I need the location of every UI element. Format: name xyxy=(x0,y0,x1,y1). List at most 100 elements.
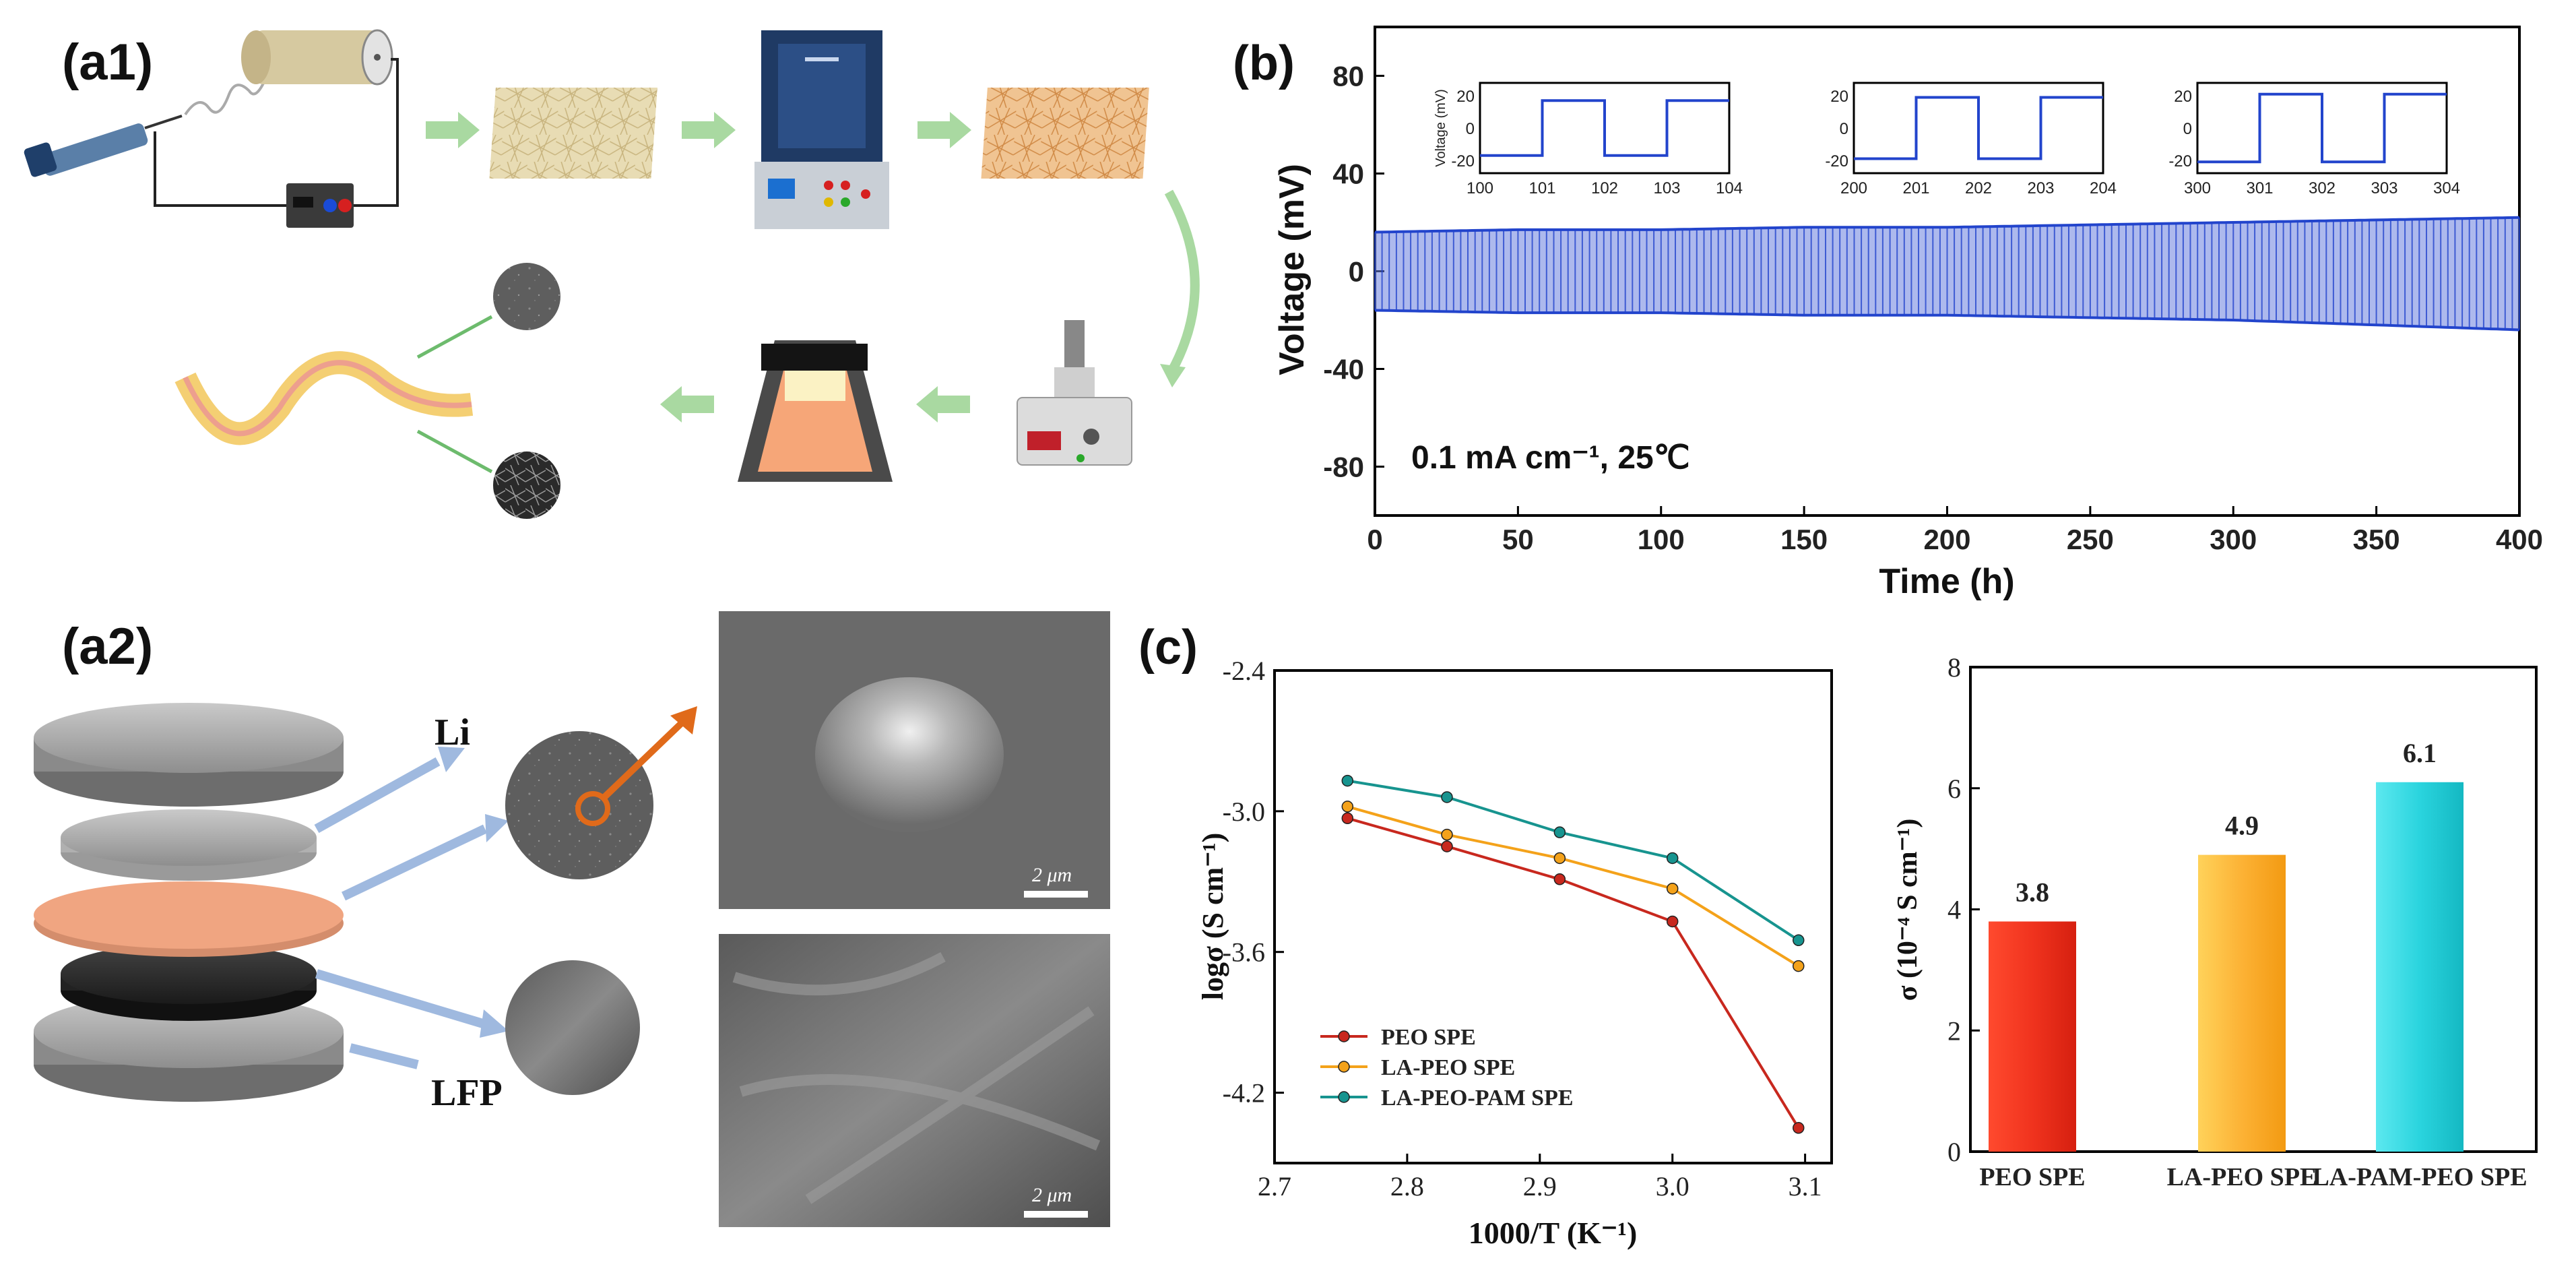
y-tick-label: 0 xyxy=(1947,1137,1961,1167)
inset-x-tick-label: 302 xyxy=(2309,179,2336,197)
sem-surface-circle xyxy=(493,263,560,330)
label-lfp: LFP xyxy=(431,1072,503,1114)
label-li: Li xyxy=(434,712,470,753)
series-point xyxy=(1553,873,1566,885)
voltage-upper-line xyxy=(1374,216,2520,234)
y-tick-label: -80 xyxy=(1323,451,1364,483)
sem-fiber-circle xyxy=(493,451,560,519)
y-tick-label: -4.2 xyxy=(1223,1078,1265,1108)
inset-x-tick-label: 203 xyxy=(2027,179,2054,197)
inset-y-tick-label: 0 xyxy=(1840,120,1848,138)
inset-x-tick-label: 102 xyxy=(1591,179,1618,197)
inset-x-tick-label: 300 xyxy=(2184,179,2211,197)
y-tick-label: -3.6 xyxy=(1223,937,1265,968)
legend-marker xyxy=(1338,1030,1350,1042)
inset-chart: -20 0 20 200 201 202 203 204 xyxy=(1825,82,2117,197)
legend-marker xyxy=(1338,1061,1350,1073)
curved-arrow-head xyxy=(1160,364,1186,387)
bar-value-label: 4.9 xyxy=(2225,811,2259,841)
y-tick-label: 8 xyxy=(1947,652,1961,683)
collector-drum-icon xyxy=(241,29,393,86)
sem-highlight-ring xyxy=(575,791,610,826)
y-tick-label: 0 xyxy=(1349,256,1364,288)
circuit-wires xyxy=(154,58,399,207)
inset-x-tick-label: 204 xyxy=(2090,179,2117,197)
series-point xyxy=(1441,791,1453,803)
inset-y-tick-label: 0 xyxy=(1466,120,1475,138)
x-tick-label: 0 xyxy=(1367,524,1382,555)
inset-voltage-line xyxy=(1854,96,2103,160)
inset-y-tick-label: -20 xyxy=(1825,152,1848,170)
chart-b-x-axis: 0 50 100 150 200 250 300 350 400 xyxy=(1367,506,2543,555)
fiber-mat-pristine xyxy=(489,88,657,179)
series-point xyxy=(1441,828,1453,841)
chart-b-annotation: 0.1 mA cm⁻¹, 25℃ xyxy=(1411,440,1690,476)
chart-b-y-axis: -80 -40 0 40 80 xyxy=(1323,61,1384,483)
y-tick-label: 40 xyxy=(1332,158,1364,190)
x-tick-label: 100 xyxy=(1638,524,1685,555)
inset-x-tick-label: 104 xyxy=(1716,179,1743,197)
series-point xyxy=(1341,812,1354,825)
voltage-cycles xyxy=(1374,217,2520,330)
chart-c1-series xyxy=(1341,774,1805,1134)
legend-label: PEO SPE xyxy=(1381,1025,1476,1050)
sem-lfp-texture xyxy=(732,951,1101,1204)
bar-value-label: 3.8 xyxy=(2016,877,2049,907)
chart-c1-y-label: logσ (S cm⁻¹) xyxy=(1196,833,1229,1001)
syringe-icon xyxy=(24,77,267,177)
legend-label: LA-PEO-PAM SPE xyxy=(1381,1086,1574,1111)
chart-c2-bars: 3.8 PEO SPE 4.9 LA-PEO SPE 6.1 LA-PAM-PEO SPE xyxy=(1979,738,2527,1191)
x-tick-label: 3.0 xyxy=(1656,1171,1689,1201)
flow-arrows xyxy=(426,112,971,423)
cell-stack xyxy=(34,703,344,1102)
series-point xyxy=(1666,882,1679,895)
bar xyxy=(2198,854,2286,1152)
legend-label: LA-PEO SPE xyxy=(1381,1055,1515,1080)
inset-y-tick-label: 20 xyxy=(1456,88,1475,106)
inset-x-tick-label: 303 xyxy=(2371,179,2397,197)
inset-y-tick-label: 0 xyxy=(2183,120,2192,138)
inset-chart: -20 0 20 300 301 302 303 304 xyxy=(2168,82,2460,197)
series-point xyxy=(1666,915,1679,928)
a2-arrows xyxy=(314,757,488,1069)
y-tick-label: 6 xyxy=(1947,774,1961,804)
y-tick-label: -40 xyxy=(1323,354,1364,385)
bar xyxy=(1989,921,2076,1152)
chart-b-y-label: Voltage (mV) xyxy=(1273,164,1312,375)
chart-c1-frame xyxy=(1273,669,1833,1164)
inset-x-tick-label: 301 xyxy=(2246,179,2273,197)
bar-category-label: PEO SPE xyxy=(1979,1163,2085,1191)
inset-y-tick-label: -20 xyxy=(2168,152,2192,170)
inset-x-tick-label: 202 xyxy=(1965,179,1992,197)
film-casting-icon xyxy=(738,340,893,482)
y-tick-label: -3.0 xyxy=(1223,796,1265,827)
bar xyxy=(2376,782,2464,1152)
chart-b-x-label: Time (h) xyxy=(1879,562,2014,601)
chart-c2-y-axis: 0 2 4 6 8 xyxy=(1947,652,1980,1167)
series-point xyxy=(1793,960,1805,972)
inset-y-tick-label: 20 xyxy=(2174,88,2192,106)
inset-x-tick-label: 201 xyxy=(1902,179,1929,197)
x-tick-label: 50 xyxy=(1502,524,1534,555)
panel-label-a2: (a2) xyxy=(62,618,153,675)
series-point xyxy=(1666,852,1679,865)
legend-marker xyxy=(1338,1091,1350,1103)
scale-bar-bottom xyxy=(1024,1211,1088,1218)
y-tick-label: -2.4 xyxy=(1223,656,1265,686)
inset-y-label: Voltage (mV) xyxy=(1434,89,1448,167)
y-tick-label: 2 xyxy=(1947,1016,1961,1046)
inset-x-tick-label: 101 xyxy=(1528,179,1555,197)
x-tick-label: 3.1 xyxy=(1789,1171,1822,1201)
zoom-arrow xyxy=(600,718,686,801)
inset-y-tick-label: 20 xyxy=(1830,88,1848,106)
y-tick-label: 80 xyxy=(1332,61,1364,92)
wavy-membrane-icon xyxy=(174,315,493,474)
series-point xyxy=(1793,934,1805,947)
a2-arrowheads xyxy=(438,747,509,1038)
chart-b-voltage-band xyxy=(1374,216,2520,332)
fiber-mat-treated xyxy=(981,88,1149,179)
chart-c1-y-axis: -2.4 -3.0 -3.6 -4.2 xyxy=(1223,656,1284,1108)
sem-particle xyxy=(815,677,1004,832)
